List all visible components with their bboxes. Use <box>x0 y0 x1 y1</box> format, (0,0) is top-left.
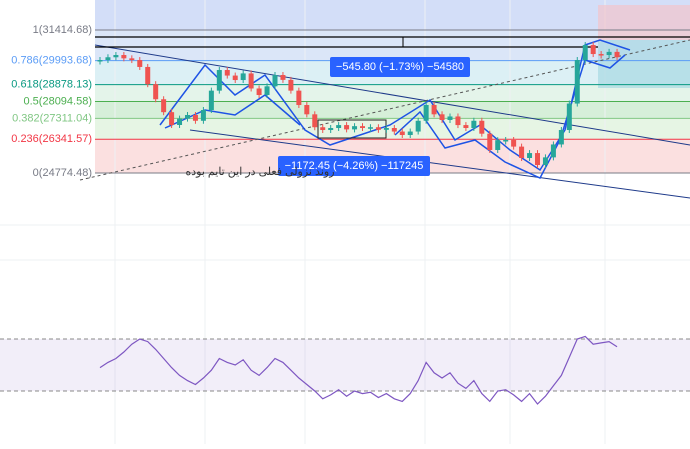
target-zone <box>598 5 690 40</box>
candle <box>399 131 405 136</box>
candle <box>383 128 389 130</box>
candle <box>519 146 525 158</box>
candle <box>391 128 397 132</box>
candle <box>614 51 620 58</box>
candle <box>129 58 135 61</box>
measure-box <box>330 57 470 77</box>
candle <box>527 153 533 158</box>
candle <box>582 45 588 61</box>
candle <box>177 118 183 125</box>
measure-label: −545.80 (−1.73%) −54580 <box>336 61 464 73</box>
candle <box>431 105 437 115</box>
candle <box>352 126 358 130</box>
stop-zone <box>598 40 690 88</box>
candle <box>280 75 286 80</box>
candle <box>161 99 167 113</box>
candle <box>415 120 421 132</box>
fib-label: 0.618(28878.13) <box>11 79 92 91</box>
rsi-line <box>99 335 618 405</box>
candle <box>192 115 198 121</box>
candle <box>407 131 413 136</box>
candle <box>558 130 564 145</box>
fib-label: 0(24774.48) <box>33 167 92 179</box>
candle <box>288 79 294 91</box>
annotation: روند نزولی فعلی در این تایم بوده <box>185 166 334 178</box>
rsi <box>0 335 690 405</box>
candle <box>606 51 612 56</box>
candle <box>360 126 365 129</box>
candle <box>463 125 469 129</box>
fib-label: 0.5(28094.58) <box>24 95 93 107</box>
candles <box>97 42 620 168</box>
candle <box>256 88 262 96</box>
fib-label: 0.382(27311.04) <box>12 112 92 124</box>
candle <box>264 86 270 96</box>
rsi-band <box>0 339 690 391</box>
candle <box>296 90 302 106</box>
candle <box>121 55 127 59</box>
fib-zone <box>95 101 690 119</box>
candle <box>248 73 254 89</box>
candle <box>566 103 572 131</box>
candle <box>495 140 501 150</box>
candle <box>240 73 246 81</box>
candle <box>153 84 159 100</box>
candle <box>216 70 222 91</box>
top-zone <box>95 0 690 31</box>
candle <box>487 133 493 150</box>
candle <box>105 57 111 61</box>
measure-label: −1172.45 (−4.26%) −117245 <box>285 160 424 172</box>
candle <box>590 45 596 55</box>
candle <box>471 120 477 129</box>
candle <box>479 120 485 134</box>
candle <box>542 157 548 165</box>
candle <box>439 114 445 120</box>
candle <box>535 153 540 165</box>
candle <box>97 60 103 62</box>
candle <box>550 144 556 158</box>
candle <box>344 125 350 130</box>
candle <box>367 127 373 129</box>
candle <box>447 116 453 120</box>
candle <box>272 75 278 87</box>
candle <box>113 55 119 58</box>
candle <box>169 112 175 125</box>
candle <box>224 70 230 76</box>
candle <box>574 60 580 104</box>
candle <box>185 115 190 119</box>
candle <box>336 125 342 129</box>
candle <box>208 90 214 111</box>
candle <box>304 105 310 115</box>
fib-label: 0.236(26341.57) <box>11 133 92 145</box>
candle <box>137 60 143 67</box>
candle <box>200 110 206 121</box>
candle <box>320 127 326 131</box>
candle <box>423 105 429 121</box>
candle <box>145 66 151 85</box>
measure-box <box>278 156 430 176</box>
candle <box>503 140 509 142</box>
candle <box>455 116 461 126</box>
candle <box>598 54 604 56</box>
fib-label: 1(31414.68) <box>33 24 92 36</box>
fib-label: 0.786(29993.68) <box>11 55 92 67</box>
candle <box>511 140 517 147</box>
candle <box>312 114 318 128</box>
candle <box>232 75 238 81</box>
candle <box>328 128 334 131</box>
candle <box>375 127 381 130</box>
